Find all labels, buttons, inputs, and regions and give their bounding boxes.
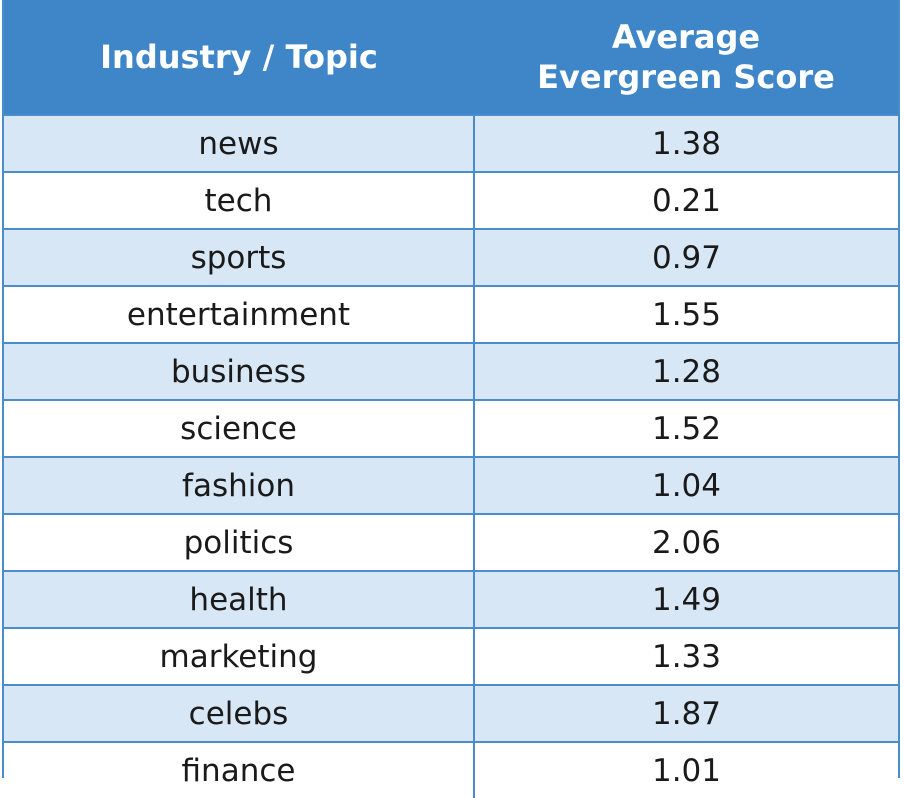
table-row: business 1.28 — [4, 342, 898, 400]
topic-cell: fashion — [4, 456, 475, 514]
table-row: politics 2.06 — [4, 513, 898, 571]
table-row: fashion 1.04 — [4, 456, 898, 514]
score-cell: 1.01 — [474, 741, 898, 798]
table-row: science 1.52 — [4, 399, 898, 457]
table-row: marketing 1.33 — [4, 627, 898, 685]
topic-cell: news — [4, 114, 475, 172]
score-cell: 1.87 — [474, 684, 898, 742]
table-header: Industry / Topic Average Evergreen Score — [4, 0, 898, 115]
header-row: Industry / Topic Average Evergreen Score — [4, 0, 898, 115]
table-row: celebs 1.87 — [4, 684, 898, 742]
score-cell: 1.38 — [474, 114, 898, 172]
table-row: tech 0.21 — [4, 171, 898, 229]
topic-cell: politics — [4, 513, 475, 571]
score-cell: 1.52 — [474, 399, 898, 457]
topic-cell: finance — [4, 741, 475, 798]
table: Industry / Topic Average Evergreen Score… — [4, 0, 898, 798]
score-cell: 1.04 — [474, 456, 898, 514]
score-cell: 1.33 — [474, 627, 898, 685]
score-cell: 0.97 — [474, 228, 898, 286]
score-cell: 2.06 — [474, 513, 898, 571]
topic-cell: marketing — [4, 627, 475, 685]
header-cell: Average Evergreen Score — [474, 0, 898, 115]
table-row: news 1.38 — [4, 114, 898, 172]
topic-cell: entertainment — [4, 285, 475, 343]
topic-cell: celebs — [4, 684, 475, 742]
score-cell: 0.21 — [474, 171, 898, 229]
topic-cell: business — [4, 342, 475, 400]
table-row: sports 0.97 — [4, 228, 898, 286]
table-body: news 1.38 tech 0.21 sports 0.97 entertainment 1… — [4, 114, 898, 798]
table-row: finance 1.01 — [4, 741, 898, 798]
score-cell: 1.55 — [474, 285, 898, 343]
topic-cell: tech — [4, 171, 475, 229]
topic-cell: science — [4, 399, 475, 457]
topic-cell: sports — [4, 228, 475, 286]
topic-cell: health — [4, 570, 475, 628]
header-cell: Industry / Topic — [4, 0, 474, 115]
table-row: health 1.49 — [4, 570, 898, 628]
table-row: entertainment 1.55 — [4, 285, 898, 343]
score-cell: 1.28 — [474, 342, 898, 400]
score-cell: 1.49 — [474, 570, 898, 628]
